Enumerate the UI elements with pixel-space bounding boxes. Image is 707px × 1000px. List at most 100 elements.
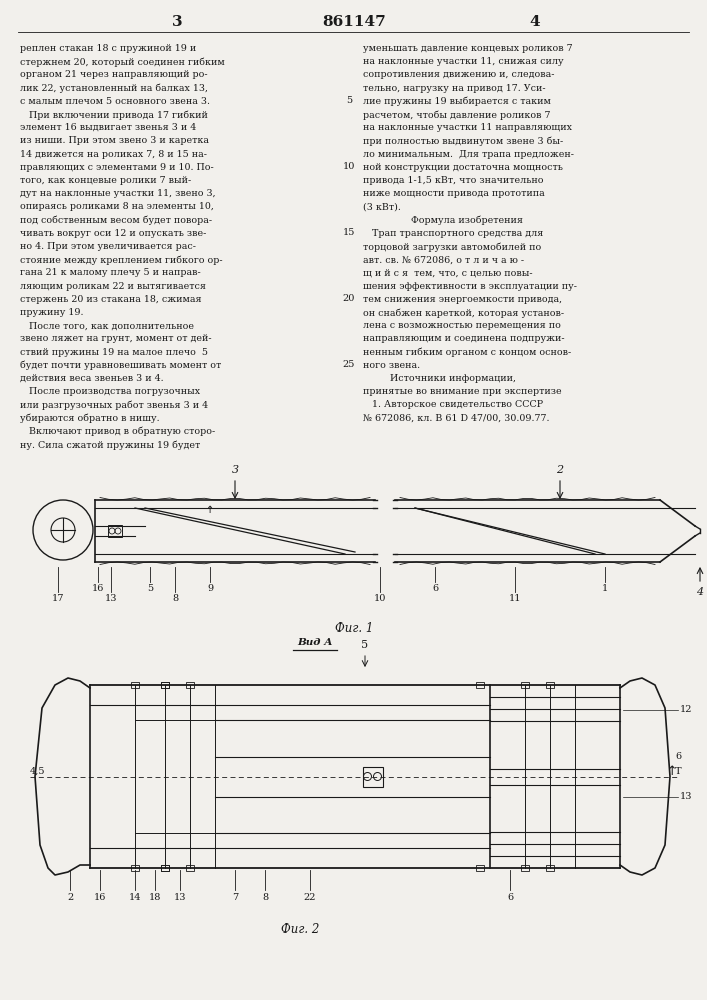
Bar <box>161 865 169 871</box>
Text: 14 движется на роликах 7, 8 и 15 на-: 14 движется на роликах 7, 8 и 15 на- <box>20 150 207 159</box>
Bar <box>521 682 529 688</box>
Text: элемент 16 выдвигает звенья 3 и 4: элемент 16 выдвигает звенья 3 и 4 <box>20 123 197 132</box>
Text: будет почти уравновешивать момент от: будет почти уравновешивать момент от <box>20 361 221 370</box>
Text: сопротивления движению и, следова-: сопротивления движению и, следова- <box>363 70 554 79</box>
Text: 1. Авторское свидетельство СССР: 1. Авторское свидетельство СССР <box>363 400 543 409</box>
Text: ну. Сила сжатой пружины 19 будет: ну. Сила сжатой пружины 19 будет <box>20 440 200 450</box>
Text: ↑: ↑ <box>206 505 214 515</box>
Text: под собственным весом будет поворa-: под собственным весом будет поворa- <box>20 216 212 225</box>
Text: 5: 5 <box>147 584 153 593</box>
Text: но 4. При этом увеличивается рас-: но 4. При этом увеличивается рас- <box>20 242 196 251</box>
Text: 4: 4 <box>530 15 540 29</box>
Text: правляющих с элементами 9 и 10. По-: правляющих с элементами 9 и 10. По- <box>20 163 214 172</box>
Text: 10: 10 <box>374 594 386 603</box>
Text: Фиг. 1: Фиг. 1 <box>335 622 373 635</box>
Text: торцовой загрузки автомобилей по: торцовой загрузки автомобилей по <box>363 242 542 251</box>
Text: шения эффективности в эксплуатации пу-: шения эффективности в эксплуатации пу- <box>363 282 577 291</box>
Text: После того, как дополнительное: После того, как дополнительное <box>20 321 194 330</box>
Text: действия веса звеньев 3 и 4.: действия веса звеньев 3 и 4. <box>20 374 163 383</box>
Text: 16: 16 <box>92 584 104 593</box>
Text: ного звена.: ного звена. <box>363 361 420 370</box>
Text: реплен стакан 18 с пружиной 19 и: реплен стакан 18 с пружиной 19 и <box>20 44 197 53</box>
Text: ло минимальным.  Для трапа предложен-: ло минимальным. Для трапа предложен- <box>363 150 574 159</box>
Text: направляющим и соединена подпружи-: направляющим и соединена подпружи- <box>363 334 565 343</box>
Text: 15: 15 <box>343 228 355 237</box>
Bar <box>186 682 194 688</box>
Bar <box>521 865 529 871</box>
Text: ниже мощности привода прототипа: ниже мощности привода прототипа <box>363 189 545 198</box>
Text: тем снижения энергоемкости привода,: тем снижения энергоемкости привода, <box>363 295 562 304</box>
Text: уменьшать давление концевых роликов 7: уменьшать давление концевых роликов 7 <box>363 44 573 53</box>
Text: 3: 3 <box>231 465 238 475</box>
Text: с малым плечом 5 основного звена 3.: с малым плечом 5 основного звена 3. <box>20 97 210 106</box>
Text: 7: 7 <box>232 893 238 902</box>
Text: стержнем 20, который соединен гибким: стержнем 20, который соединен гибким <box>20 57 225 67</box>
Text: 2: 2 <box>67 893 73 902</box>
Text: лик 22, установленный на балках 13,: лик 22, установленный на балках 13, <box>20 84 208 93</box>
Text: тельно, нагрузку на привод 17. Уси-: тельно, нагрузку на привод 17. Уси- <box>363 84 546 93</box>
Text: ненным гибким органом с концом основ-: ненным гибким органом с концом основ- <box>363 348 571 357</box>
Text: ↑: ↑ <box>667 765 677 778</box>
Text: 5: 5 <box>346 96 352 105</box>
Bar <box>546 865 554 871</box>
Text: ляющим роликам 22 и вытягивается: ляющим роликам 22 и вытягивается <box>20 282 206 291</box>
Text: 1: 1 <box>602 584 608 593</box>
Bar <box>161 682 169 688</box>
Text: органом 21 через направляющий ро-: органом 21 через направляющий ро- <box>20 70 208 79</box>
Text: Источники информации,: Источники информации, <box>363 374 516 383</box>
Text: авт. св. № 672086, о т л и ч а ю -: авт. св. № 672086, о т л и ч а ю - <box>363 255 524 264</box>
Text: ствий пружины 19 на малое плечо  5: ствий пружины 19 на малое плечо 5 <box>20 348 208 357</box>
Text: звено ляжет на грунт, момент от дей-: звено ляжет на грунт, момент от дей- <box>20 334 211 343</box>
Text: 6: 6 <box>432 584 438 593</box>
Text: дут на наклонные участки 11, звено 3,: дут на наклонные участки 11, звено 3, <box>20 189 216 198</box>
Text: на наклонные участки 11 направляющих: на наклонные участки 11 направляющих <box>363 123 572 132</box>
Text: Вид А: Вид А <box>297 638 333 647</box>
Bar <box>161 682 169 688</box>
Bar <box>546 682 554 688</box>
Text: или разгрузочных работ звенья 3 и 4: или разгрузочных работ звенья 3 и 4 <box>20 400 208 410</box>
Text: стержень 20 из стакана 18, сжимая: стержень 20 из стакана 18, сжимая <box>20 295 201 304</box>
Text: 13: 13 <box>174 893 186 902</box>
Text: того, как концевые ролики 7 вый-: того, как концевые ролики 7 вый- <box>20 176 192 185</box>
Text: 4,5: 4,5 <box>30 767 45 776</box>
Text: 12: 12 <box>680 706 692 714</box>
Text: 18: 18 <box>148 893 161 902</box>
Text: 6: 6 <box>675 752 681 761</box>
Text: расчетом, чтобы давление роликов 7: расчетом, чтобы давление роликов 7 <box>363 110 551 119</box>
Text: привода 1-1,5 кВт, что значительно: привода 1-1,5 кВт, что значительно <box>363 176 544 185</box>
Bar <box>161 865 169 871</box>
Text: 6: 6 <box>507 893 513 902</box>
Text: 13: 13 <box>680 792 692 801</box>
Text: 17: 17 <box>52 594 64 603</box>
Text: ной конструкции достаточна мощность: ной конструкции достаточна мощность <box>363 163 563 172</box>
Text: из ниши. При этом звено 3 и каретка: из ниши. При этом звено 3 и каретка <box>20 136 209 145</box>
Text: принятые во внимание при экспертизе: принятые во внимание при экспертизе <box>363 387 561 396</box>
Text: щ и й с я  тем, что, с целью повы-: щ и й с я тем, что, с целью повы- <box>363 268 532 277</box>
Text: Фиг. 2: Фиг. 2 <box>281 923 319 936</box>
Text: 10: 10 <box>343 162 355 171</box>
Bar <box>476 682 484 688</box>
Text: лие пружины 19 выбирается с таким: лие пружины 19 выбирается с таким <box>363 97 551 106</box>
Bar <box>108 525 122 537</box>
Text: 25: 25 <box>343 360 355 369</box>
Bar <box>131 682 139 688</box>
Text: убираются обратно в нишу.: убираются обратно в нишу. <box>20 414 160 423</box>
Text: 20: 20 <box>343 294 355 303</box>
Text: Трап транспортного средства для: Трап транспортного средства для <box>363 229 544 238</box>
Text: 14: 14 <box>129 893 141 902</box>
Text: 8: 8 <box>172 594 178 603</box>
Text: на наклонные участки 11, снижая силу: на наклонные участки 11, снижая силу <box>363 57 563 66</box>
Text: гана 21 к малому плечу 5 и направ-: гана 21 к малому плечу 5 и направ- <box>20 268 201 277</box>
Bar <box>131 865 139 871</box>
Text: Формула изобретения: Формула изобретения <box>363 216 523 225</box>
Text: (3 кВт).: (3 кВт). <box>363 202 401 211</box>
Bar <box>363 766 382 786</box>
Text: 16: 16 <box>94 893 106 902</box>
Text: пружину 19.: пружину 19. <box>20 308 83 317</box>
Text: 5: 5 <box>361 640 368 650</box>
Text: Т: Т <box>675 767 682 776</box>
Text: он снабжен кареткой, которая установ-: он снабжен кареткой, которая установ- <box>363 308 564 318</box>
Text: После производства погрузочных: После производства погрузочных <box>20 387 200 396</box>
Text: При включении привода 17 гибкий: При включении привода 17 гибкий <box>20 110 208 119</box>
Bar <box>476 865 484 871</box>
